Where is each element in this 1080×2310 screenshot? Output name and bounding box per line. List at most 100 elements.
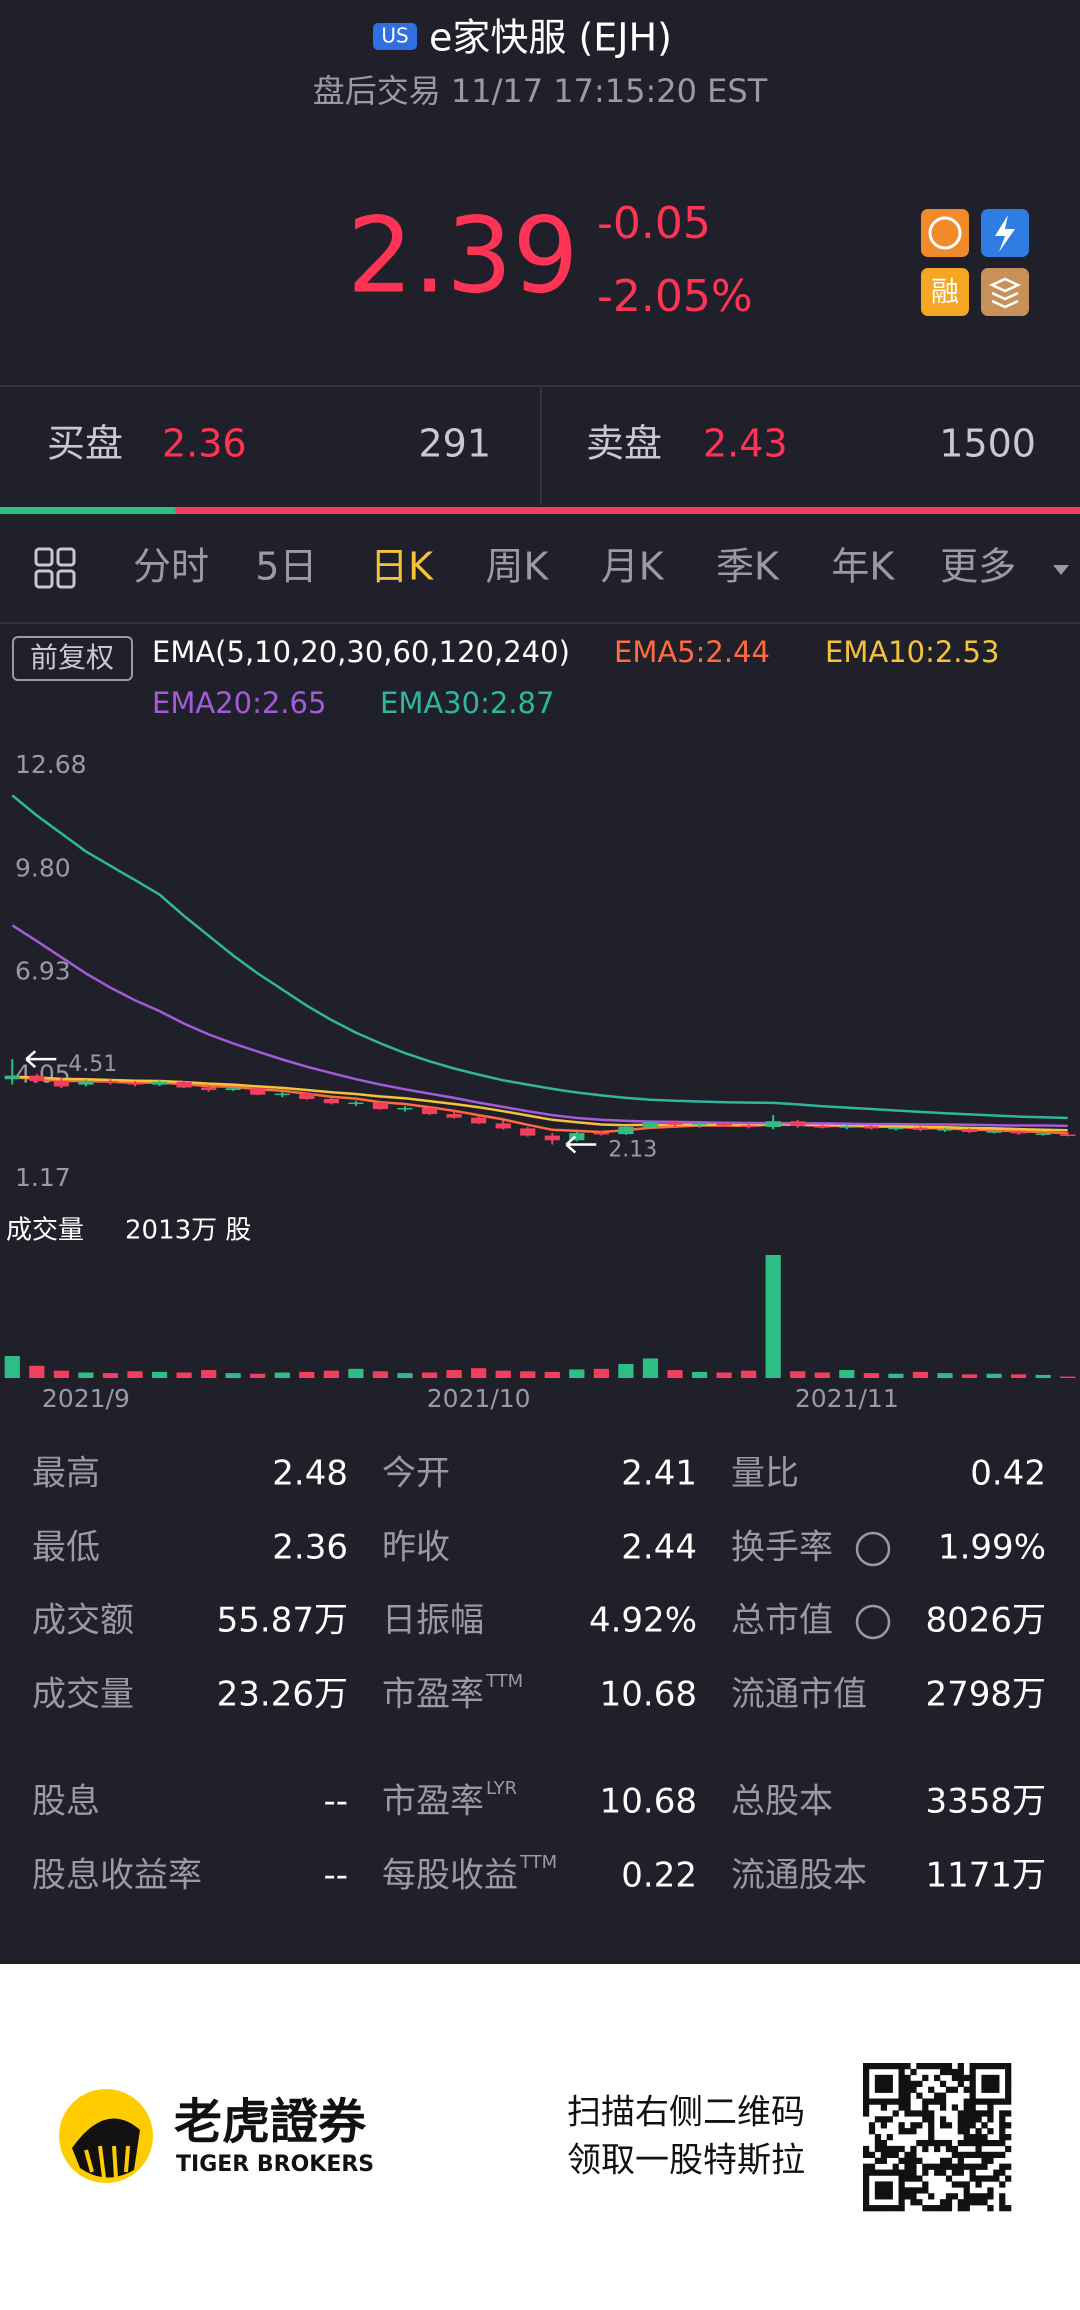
qr-module — [969, 2163, 976, 2170]
qr-module — [898, 2128, 905, 2135]
margin-icon[interactable] — [921, 268, 969, 316]
stat-label: 总股本 — [731, 1782, 833, 1822]
candle-body — [495, 1123, 511, 1129]
volume-bar — [618, 1363, 634, 1378]
qr-module — [999, 2122, 1006, 2129]
stat-label: 股息收益率 — [32, 1856, 202, 1896]
qr-module — [945, 2068, 953, 2076]
qr-module — [922, 2110, 929, 2117]
volume-bar — [765, 1255, 781, 1378]
qr-module — [904, 2169, 911, 2176]
tabs-dropdown[interactable] — [1053, 565, 1069, 575]
layout-icon-cell — [56, 569, 76, 589]
candle-body — [372, 1102, 389, 1110]
period-tab[interactable]: 季K — [716, 545, 780, 589]
qr-module — [963, 2193, 970, 2200]
qr-module — [999, 2193, 1006, 2200]
qr-module — [963, 2074, 970, 2082]
qr-module — [868, 2128, 876, 2135]
period-tab[interactable]: 日K — [370, 545, 434, 589]
y-tick-label: 1.17 — [15, 1163, 71, 1192]
period-tab[interactable]: 月K — [601, 545, 665, 589]
qr-module — [874, 2181, 882, 2188]
qr-module — [951, 2181, 959, 2188]
qr-module — [898, 2086, 905, 2093]
qr-module — [981, 2134, 988, 2141]
ask-ratio-bar — [175, 507, 1080, 514]
qr-module — [886, 2145, 893, 2153]
qr-module — [969, 2092, 976, 2099]
qr-module — [910, 2086, 917, 2093]
volume-bar — [225, 1373, 241, 1378]
price-annotation: 2.13 — [608, 1138, 657, 1163]
qr-module — [886, 2074, 893, 2082]
qr-module — [928, 2116, 935, 2123]
stat-label: 每股收益 — [382, 1856, 518, 1896]
qr-module — [868, 2163, 876, 2170]
candle-body — [863, 1126, 879, 1129]
qr-module — [963, 2098, 970, 2105]
volume-bar — [667, 1370, 683, 1378]
last-price: 2.39 — [347, 194, 579, 316]
qr-module — [987, 2098, 994, 2105]
market-badge — [373, 23, 417, 50]
candle-body — [53, 1081, 69, 1087]
layout-icon[interactable] — [34, 547, 76, 589]
volume-bar — [53, 1370, 69, 1378]
qr-module — [886, 2086, 893, 2093]
qr-module — [975, 2163, 982, 2170]
qr-module — [975, 2134, 982, 2141]
qr-module — [880, 2205, 887, 2212]
period-tab[interactable]: 5日 — [255, 545, 317, 589]
qr-module — [975, 2116, 982, 2123]
qr-module — [993, 2175, 1000, 2182]
qr-module — [975, 2063, 982, 2070]
volume-bar — [544, 1371, 560, 1378]
period-tab[interactable]: 更多 — [940, 545, 1016, 589]
info-icon[interactable] — [855, 1531, 891, 1640]
qr-module — [898, 2145, 905, 2153]
volume-bar — [4, 1356, 20, 1378]
qr-module — [910, 2110, 917, 2117]
qr-module — [987, 2104, 994, 2111]
volume-bar — [912, 1371, 929, 1378]
qr-module — [886, 2080, 893, 2087]
short-icon[interactable] — [921, 209, 969, 257]
stat-label: 最高 — [32, 1454, 100, 1494]
qr-module — [1005, 2145, 1012, 2153]
qr-module — [880, 2116, 887, 2123]
qr-module — [868, 2151, 876, 2159]
qr-module — [916, 2139, 923, 2147]
qr-module — [880, 2080, 887, 2087]
candle-body — [78, 1081, 94, 1085]
qr-module — [975, 2151, 982, 2159]
ema-legend: EMA10:2.53 — [825, 635, 999, 669]
period-tab[interactable]: 分时 — [133, 545, 209, 589]
adjust-button[interactable] — [12, 636, 133, 681]
period-tab[interactable]: 周K — [485, 545, 549, 589]
qr-module — [910, 2068, 917, 2076]
qr-module — [957, 2205, 964, 2212]
price-change: -0.05 — [597, 198, 711, 249]
qr-module — [863, 2187, 870, 2194]
volume-bar — [151, 1371, 168, 1378]
qr-module — [910, 2199, 917, 2206]
qr-module — [934, 2205, 941, 2212]
qr-module — [987, 2139, 994, 2147]
qr-module — [963, 2139, 970, 2147]
qr-module — [939, 2205, 947, 2212]
candle-body — [618, 1126, 634, 1135]
qr-module — [987, 2074, 994, 2082]
qr-module — [922, 2116, 929, 2123]
qr-module — [999, 2169, 1006, 2176]
volume-bar — [201, 1370, 217, 1378]
qr-module — [886, 2193, 893, 2200]
qr-module — [874, 2098, 882, 2105]
qr-module — [957, 2128, 964, 2135]
qr-module — [904, 2193, 911, 2200]
qr-module — [886, 2151, 893, 2159]
qr-module — [981, 2175, 988, 2182]
layout-icon-cell — [56, 547, 76, 567]
candle-body — [937, 1129, 953, 1131]
period-tab[interactable]: 年K — [831, 545, 895, 589]
